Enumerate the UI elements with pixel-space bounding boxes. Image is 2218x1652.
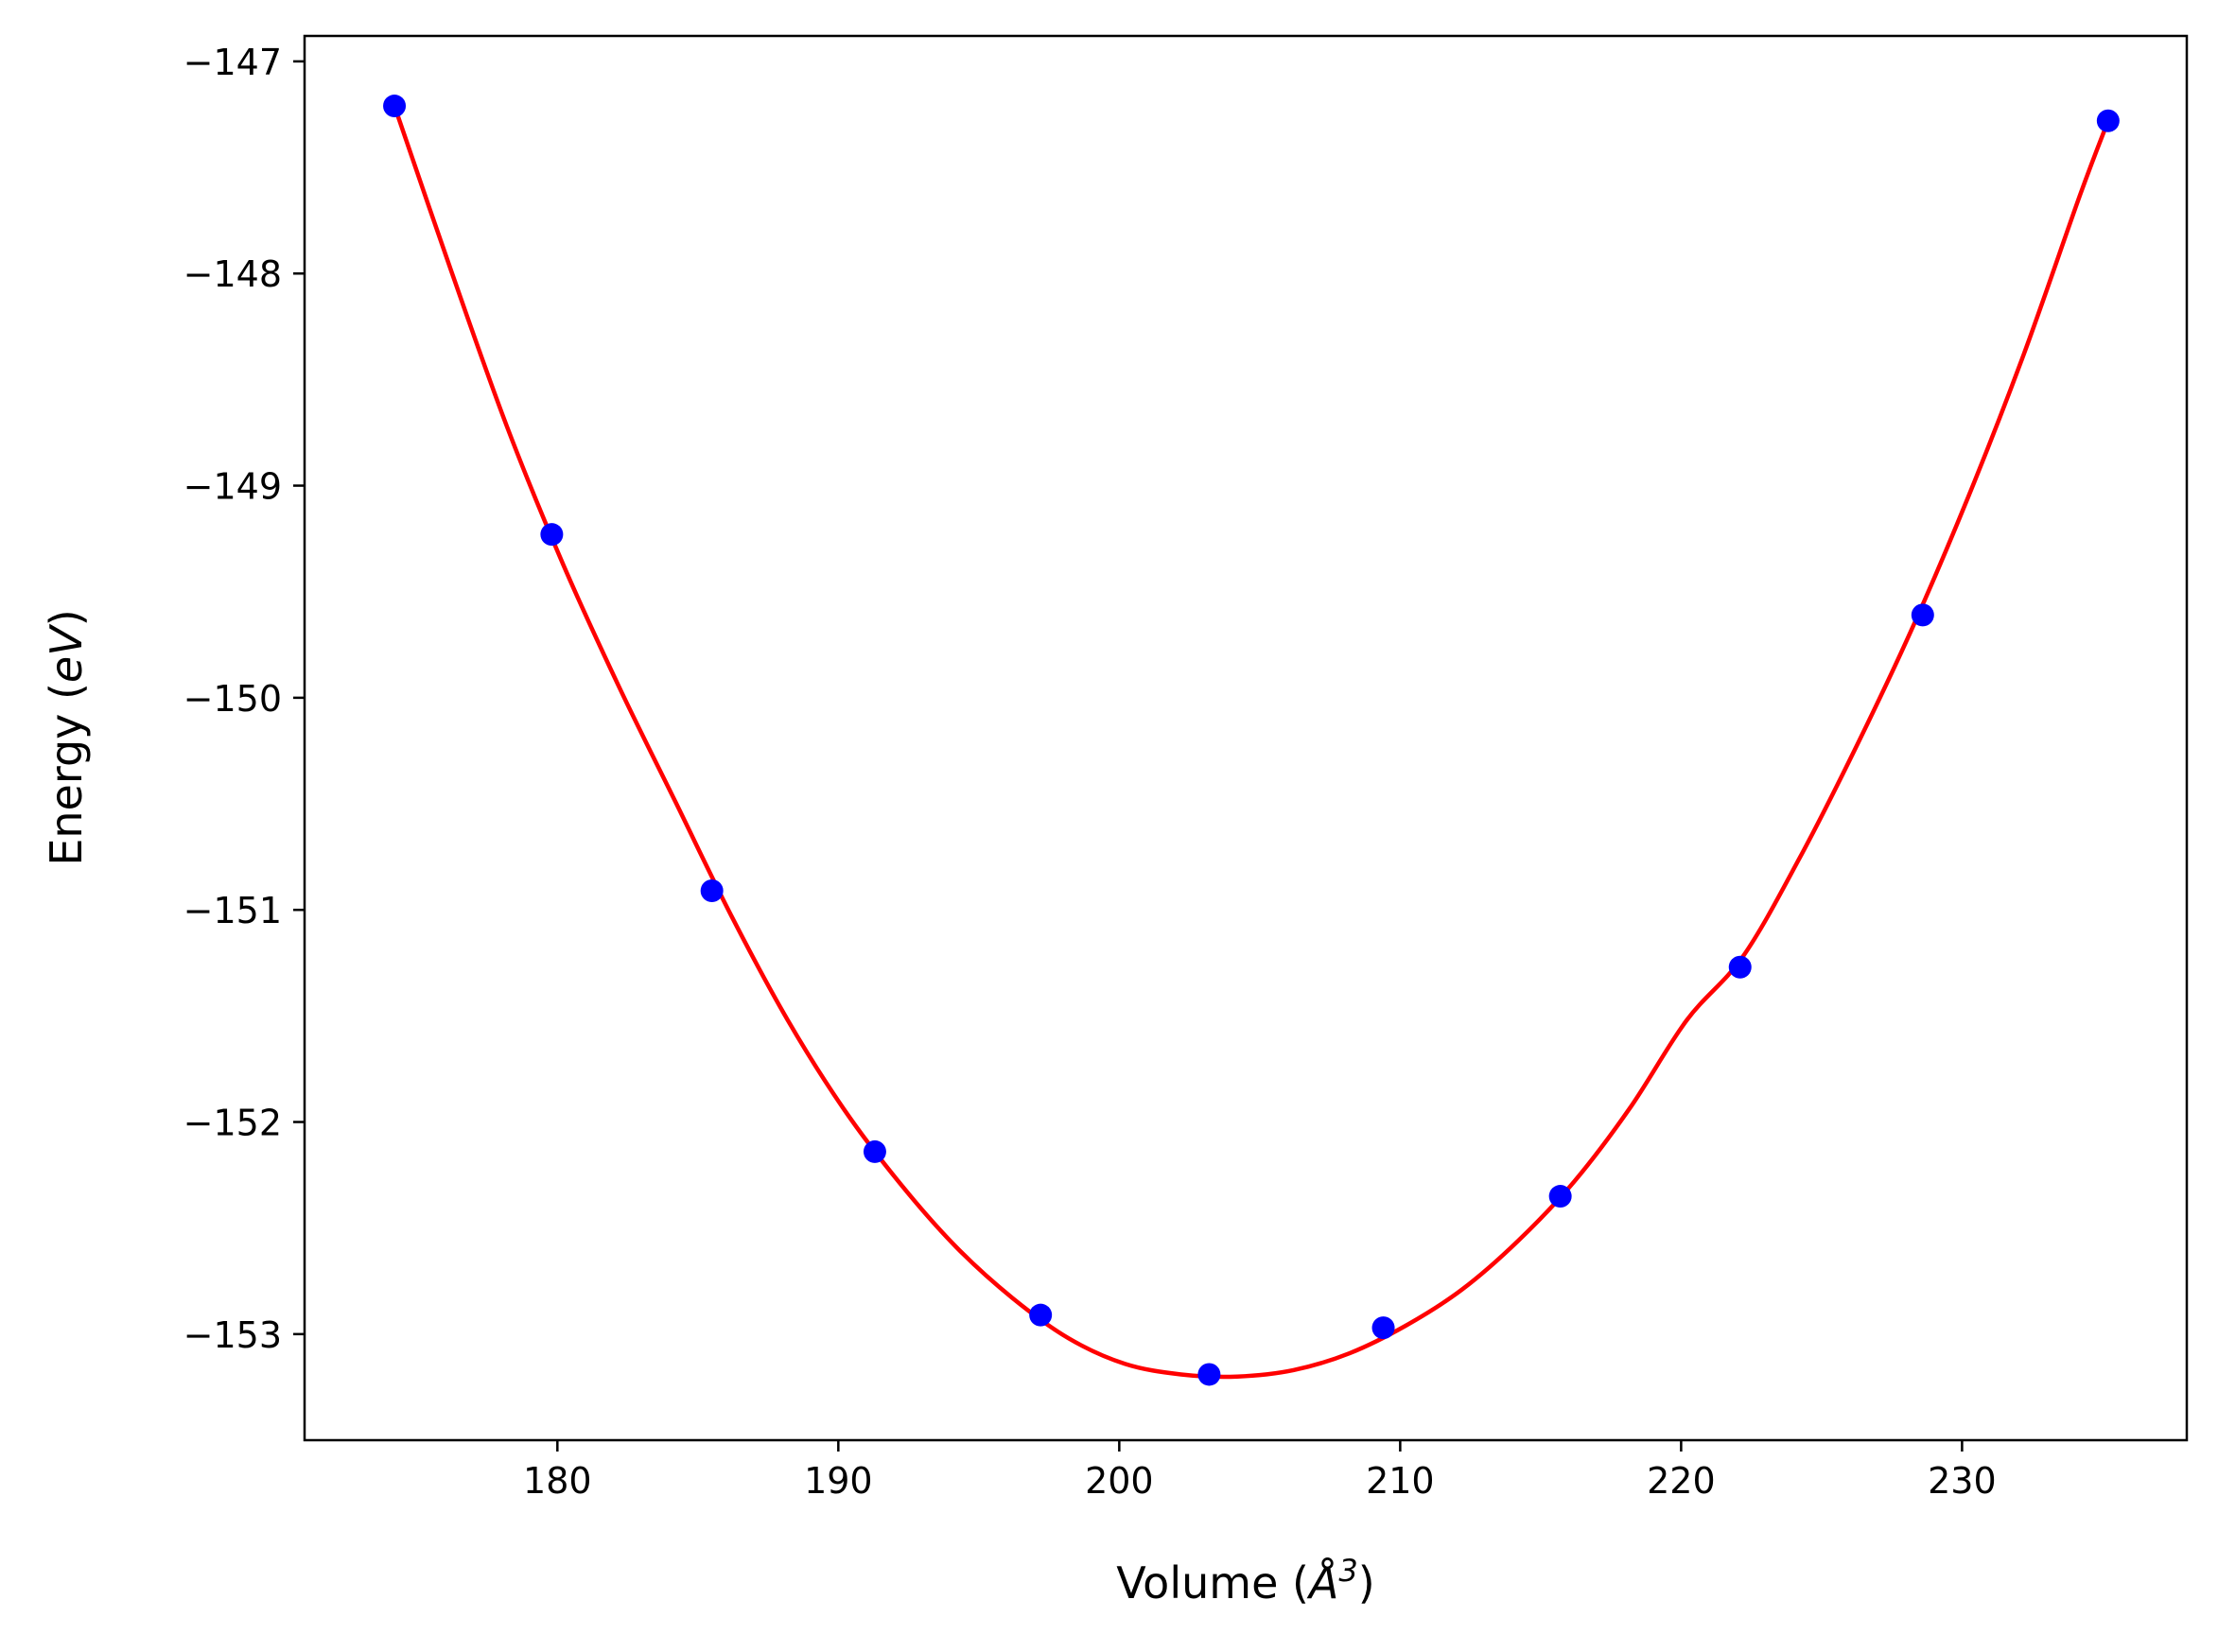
axis-ticks: 180 190 200 210 220 230 −153 −152 −151 −150 −149 −1…: [183, 42, 1997, 1502]
data-point: [1197, 1363, 1221, 1386]
y-axis-title: Energy (eV): [41, 609, 92, 865]
axes-frame: [303, 34, 2189, 1442]
data-point: [383, 95, 407, 118]
data-point: [1911, 603, 1934, 627]
fit-curve-line: [392, 103, 2111, 1380]
x-axis-title-symbol: Å: [1306, 1557, 1338, 1609]
data-point: [863, 1139, 886, 1163]
data-point: [1371, 1316, 1395, 1340]
x-tick-label: 200: [1085, 1460, 1154, 1502]
x-tick-label: 180: [523, 1460, 592, 1502]
data-point: [700, 879, 724, 903]
data-point: [1548, 1185, 1572, 1209]
y-tick-label: −151: [183, 890, 282, 931]
y-tick-label: −150: [183, 678, 282, 720]
y-tick-label: −153: [183, 1314, 282, 1356]
y-axis-title-suffix: ): [41, 609, 92, 626]
x-axis-title-superscript: 3: [1338, 1553, 1357, 1589]
y-axis-title-prefix: Energy (: [41, 683, 92, 866]
x-axis-title-suffix: ): [1358, 1557, 1375, 1609]
data-point: [1728, 955, 1752, 979]
y-axis-title-symbol: eV: [41, 623, 92, 683]
y-tick-label: −147: [183, 42, 282, 83]
plot-area: [383, 95, 2120, 1386]
x-tick-label: 210: [1366, 1460, 1435, 1502]
data-point: [1029, 1303, 1053, 1327]
x-axis-title-prefix: Volume (: [1116, 1557, 1309, 1609]
x-tick-label: 190: [804, 1460, 873, 1502]
x-axis-title: Volume (Å3): [1116, 1553, 1374, 1609]
data-point: [540, 523, 564, 547]
x-tick-label: 230: [1928, 1460, 1997, 1502]
y-tick-label: −152: [183, 1103, 282, 1144]
data-point: [2096, 109, 2120, 132]
y-tick-label: −149: [183, 466, 282, 508]
x-tick-label: 220: [1647, 1460, 1716, 1502]
y-tick-label: −148: [183, 253, 282, 295]
